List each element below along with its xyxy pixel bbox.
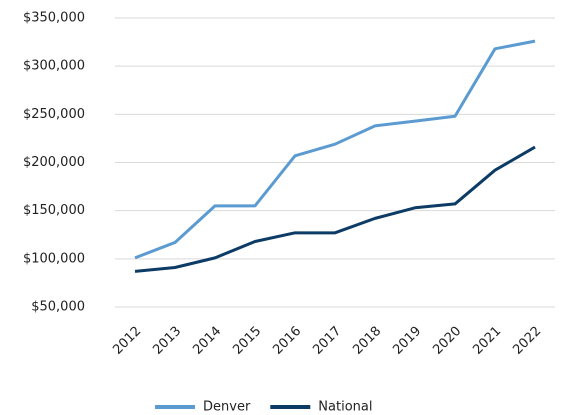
x-tick-label: 2018 (350, 324, 384, 358)
y-tick-label: $300,000 (23, 59, 85, 74)
x-tick-label: 2021 (470, 324, 504, 358)
x-tick-label: 2020 (430, 324, 464, 358)
x-tick-label: 2016 (270, 324, 304, 358)
line-series (134, 39, 536, 260)
y-tick-label: $100,000 (23, 251, 85, 266)
x-tick-label: 2015 (230, 324, 264, 358)
x-tick-label: 2014 (190, 324, 224, 358)
x-tick-label: 2012 (110, 324, 144, 358)
line-series (134, 145, 536, 273)
y-tick-label: $150,000 (23, 203, 85, 218)
x-tick-label: 2017 (310, 324, 344, 358)
y-tick-label: $250,000 (23, 107, 85, 122)
legend-label: Denver (203, 400, 251, 415)
x-tick-label: 2019 (390, 324, 424, 358)
y-tick-label: $50,000 (31, 300, 85, 315)
x-tick-label: 2013 (150, 324, 184, 358)
legend-label: National (318, 400, 372, 415)
x-tick-label: 2022 (510, 324, 544, 358)
y-tick-label: $350,000 (23, 11, 85, 26)
y-tick-label: $200,000 (23, 155, 85, 170)
